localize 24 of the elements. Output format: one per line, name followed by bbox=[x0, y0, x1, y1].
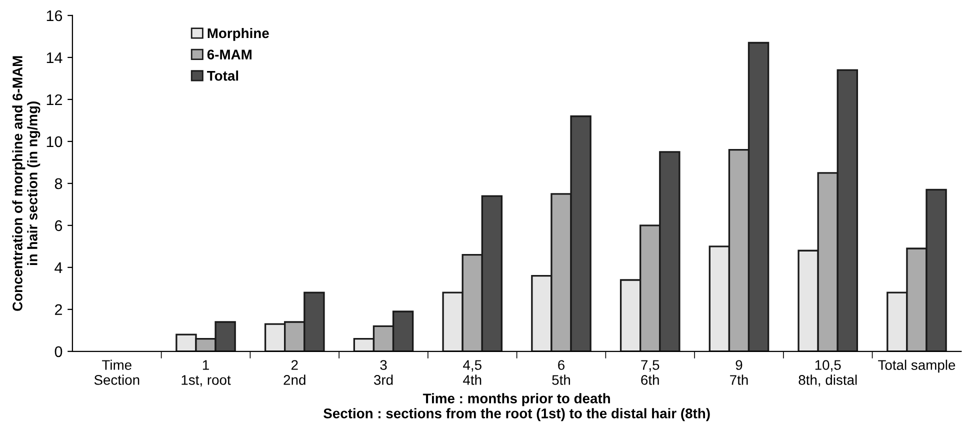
x-tick-label: 2 2nd bbox=[284, 360, 306, 385]
y-axis-title: Concentration of morphine and 6-MAM in hair section (in ng/mg) bbox=[12, 56, 40, 311]
y-tick-label: 14 bbox=[46, 52, 62, 63]
x-tick-label: Total sample bbox=[878, 360, 956, 373]
x-tick-label: 1 1st, root bbox=[182, 360, 231, 387]
legend-label: Morphine bbox=[208, 28, 269, 41]
x-tick-label: 9 7th bbox=[730, 360, 748, 385]
x-tick-label: 10,5 8th, distal bbox=[798, 360, 857, 387]
legend-label: Total bbox=[207, 70, 238, 81]
legend-label: 6-MAM bbox=[207, 50, 252, 60]
y-tick-label: 4 bbox=[54, 262, 62, 273]
x-tick-label: 4,5 4th bbox=[463, 360, 482, 385]
y-tick-label: 8 bbox=[54, 178, 62, 190]
x-tick-label: 6 5th bbox=[552, 360, 570, 385]
y-tick-label: 10 bbox=[46, 136, 62, 148]
x-tick-label: Time Section bbox=[94, 360, 140, 385]
x-tick-label: 3 3rd bbox=[374, 360, 393, 385]
x-tick-label: 7,5 6th bbox=[641, 360, 660, 385]
y-tick-label: 6 bbox=[55, 220, 62, 232]
x-axis-title: Time : months prior to death Section : sections from the root (1st) to the distal hair (8th) bbox=[324, 393, 710, 422]
y-tick-label: 0 bbox=[54, 346, 62, 358]
y-tick-label: 12 bbox=[46, 94, 62, 105]
y-tick-label: 2 bbox=[55, 304, 62, 315]
y-tick-label: 16 bbox=[46, 10, 62, 22]
